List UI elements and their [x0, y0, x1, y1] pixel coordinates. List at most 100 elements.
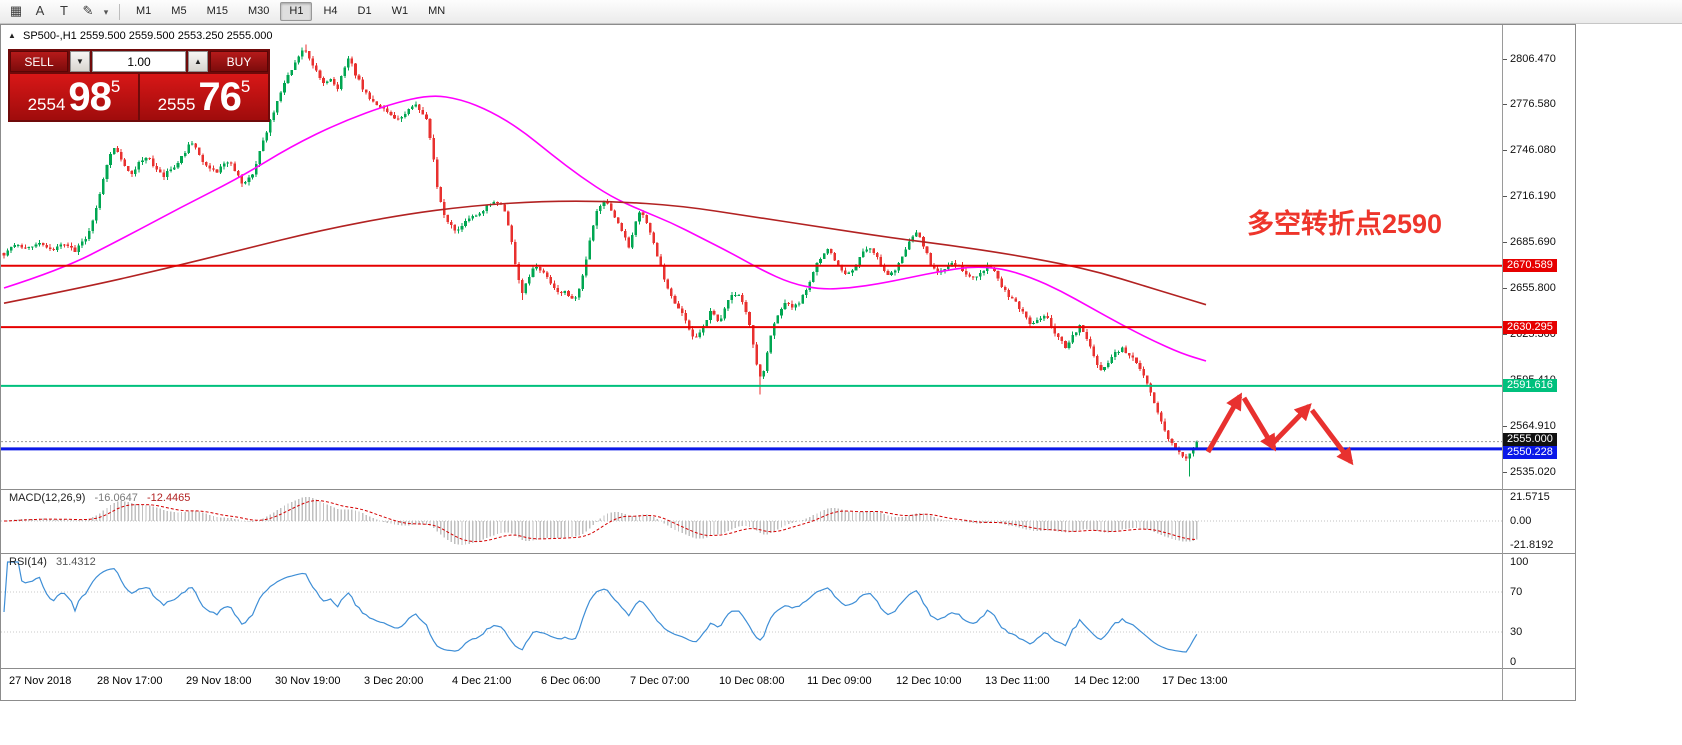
- price-axis-tick: [1503, 242, 1507, 244]
- panel-separator[interactable]: [1, 668, 1575, 669]
- trade-panel-prices: 2554 98 5 2555 76 5: [10, 74, 268, 120]
- hline-price-label: 2630.295: [1503, 320, 1557, 334]
- price-axis-label: 2746.080: [1510, 144, 1556, 157]
- grid-icon[interactable]: ▦: [9, 3, 23, 18]
- price-axis-label: 2776.580: [1510, 97, 1556, 110]
- price-axis-tick: [1503, 471, 1507, 473]
- price-axis-tick: [1503, 103, 1507, 105]
- bid-price-sup: 5: [110, 77, 121, 96]
- tf-button-M1[interactable]: M1: [136, 5, 152, 17]
- toolbar: ▦ A T ✎ ▾ M1 M5 M15 M30 H1 H4 D1 W1 MN: [0, 0, 1682, 24]
- trade-panel-controls: SELL ▼ ▲ BUY: [10, 51, 268, 72]
- annotation-text[interactable]: 多空转折点2590: [1247, 209, 1443, 239]
- price-axis-tick: [1503, 195, 1507, 197]
- sell-price-tile[interactable]: 2554 98 5: [10, 74, 138, 120]
- rsi-name: RSI(14): [9, 556, 47, 568]
- bid-price-small: 2554: [27, 95, 66, 114]
- draw-tool-icon[interactable]: ✎: [82, 3, 94, 18]
- chart-title: SP500-,H1 2559.500 2559.500 2553.250 255…: [22, 30, 273, 42]
- text-tool-icon[interactable]: T: [60, 3, 68, 18]
- time-axis-label: 3 Dec 20:00: [364, 675, 424, 687]
- time-axis-label: 30 Nov 19:00: [275, 675, 341, 687]
- tf-button-D1[interactable]: D1: [357, 5, 372, 17]
- candles-group[interactable]: [2, 44, 1199, 477]
- buy-price-tile[interactable]: 2555 76 5: [140, 74, 268, 120]
- macd-label: MACD(12,26,9) -16.0647 -12.4465: [9, 492, 190, 504]
- volume-decrease-button[interactable]: ▼: [70, 51, 90, 72]
- price-axis-tick: [1503, 150, 1507, 152]
- time-axis-label: 6 Dec 06:00: [541, 675, 601, 687]
- volume-increase-button[interactable]: ▲: [188, 51, 208, 72]
- price-axis-tick: [1503, 287, 1507, 289]
- price-axis-tick: [1503, 426, 1507, 428]
- time-axis-label: 14 Dec 12:00: [1074, 675, 1140, 687]
- time-axis-label: 10 Dec 08:00: [719, 675, 785, 687]
- buy-button[interactable]: BUY: [210, 51, 268, 72]
- tf-button-M30[interactable]: M30: [247, 5, 270, 17]
- current-price-label: 2555.000: [1503, 433, 1557, 447]
- macd-signal-line: [3, 500, 1197, 543]
- panel-separator[interactable]: [1, 553, 1575, 554]
- time-axis-label: 27 Nov 2018: [9, 675, 72, 687]
- axis-separator: [1502, 25, 1503, 700]
- rsi-canvas[interactable]: [1, 554, 1502, 668]
- text-label-icon[interactable]: A: [35, 3, 45, 18]
- ma-fast-line[interactable]: [3, 95, 1207, 362]
- tf-button-M5[interactable]: M5: [171, 5, 187, 17]
- macd-value-signal: -12.4465: [146, 492, 191, 504]
- ask-price-sup: 5: [240, 77, 251, 96]
- caret-down-icon[interactable]: ▾: [103, 7, 109, 17]
- tf-button-M15[interactable]: M15: [206, 5, 228, 17]
- toolbar-separator: [119, 3, 120, 20]
- macd-value-main: -16.0647: [94, 492, 138, 504]
- tf-button-MN[interactable]: MN: [428, 5, 446, 17]
- price-axis-label: 2716.190: [1510, 189, 1556, 202]
- timeframe-bar: M1 M5 M15 M30 H1 H4 D1 W1 MN: [127, 2, 454, 21]
- price-axis-label: 2655.800: [1510, 281, 1556, 294]
- tf-button-H4[interactable]: H4: [323, 5, 338, 17]
- rsi-axis-label: 30: [1510, 625, 1523, 638]
- price-axis-label: 2535.020: [1510, 465, 1556, 478]
- sell-button[interactable]: SELL: [10, 51, 68, 72]
- tf-button-H1[interactable]: H1: [280, 2, 313, 21]
- time-axis-label: 12 Dec 10:00: [896, 675, 962, 687]
- rsi-axis-label: 0: [1510, 655, 1517, 668]
- rsi-axis-label: 100: [1510, 555, 1529, 568]
- rsi-label: RSI(14) 31.4312: [9, 556, 96, 568]
- time-axis[interactable]: 27 Nov 2018 28 Nov 17:00 29 Nov 18:00 30 No…: [1, 669, 1575, 699]
- hline-price-label: 2670.589: [1503, 259, 1557, 273]
- main-chart-canvas[interactable]: [1, 25, 1502, 489]
- time-axis-label: 11 Dec 09:00: [807, 675, 872, 687]
- price-axis-label: 2685.690: [1510, 236, 1556, 249]
- macd-name: MACD(12,26,9): [9, 492, 86, 504]
- time-axis-label: 17 Dec 13:00: [1162, 675, 1228, 687]
- bid-price-big: 98: [68, 75, 111, 119]
- price-axis-tick: [1503, 334, 1507, 336]
- one-click-toggle-icon[interactable]: ▲: [8, 31, 16, 40]
- price-axis-label: 2806.470: [1510, 52, 1556, 65]
- tf-button-W1[interactable]: W1: [391, 5, 409, 17]
- macd-histogram: [6, 497, 1198, 545]
- ask-price-small: 2555: [157, 95, 196, 114]
- rsi-axis-label: 70: [1510, 585, 1523, 598]
- trend-arrows[interactable]: [1205, 392, 1354, 466]
- chart-header: ▲ SP500-,H1 2559.500 2559.500 2553.250 2…: [8, 30, 273, 42]
- volume-input[interactable]: [92, 51, 186, 72]
- toolbar-icons: ▦ A T ✎ ▾: [4, 1, 112, 22]
- hline-price-label: 2550.228: [1503, 446, 1557, 460]
- macd-canvas[interactable]: [1, 490, 1502, 553]
- time-axis-label: 29 Nov 18:00: [186, 675, 252, 687]
- time-axis-label: 13 Dec 11:00: [985, 675, 1050, 687]
- time-axis-label: 28 Nov 17:00: [97, 675, 163, 687]
- panel-separator[interactable]: [1, 489, 1575, 490]
- macd-axis-label: 0.00: [1510, 514, 1532, 527]
- rsi-line: [3, 561, 1198, 653]
- time-axis-label: 4 Dec 21:00: [452, 675, 512, 687]
- macd-axis-label: -21.8192: [1510, 538, 1554, 551]
- rsi-value: 31.4312: [55, 556, 96, 568]
- price-axis-tick: [1503, 58, 1507, 60]
- trade-panel: SELL ▼ ▲ BUY 2554 98 5 2555 76 5: [8, 49, 270, 122]
- price-axis[interactable]: 2806.470 2776.580 2746.080 2716.190 2685.690…: [1503, 25, 1575, 700]
- ma-slow-line[interactable]: [3, 200, 1207, 306]
